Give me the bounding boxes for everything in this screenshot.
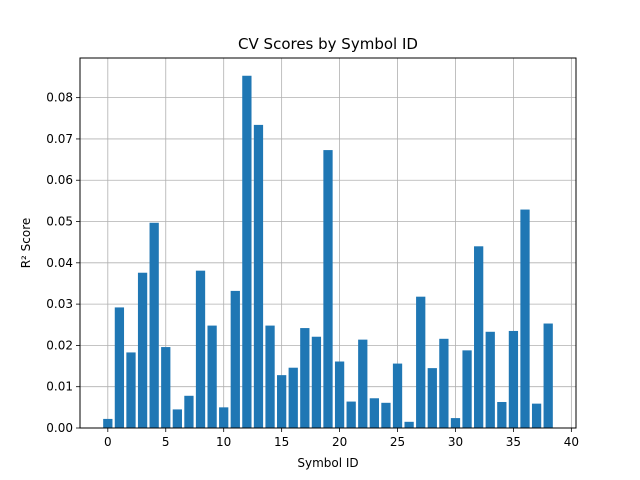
x-axis-label: Symbol ID bbox=[297, 456, 358, 470]
x-axis-ticks: 0 5 10 15 20 25 30 35 40 bbox=[104, 428, 579, 449]
bar-symbol-13 bbox=[253, 124, 264, 428]
bar-symbol-31 bbox=[462, 350, 472, 428]
y-tick-label: 0.02 bbox=[46, 338, 73, 352]
bar-symbol-7 bbox=[184, 395, 194, 428]
bar-symbol-0 bbox=[103, 418, 113, 428]
bar-symbol-8 bbox=[195, 270, 206, 428]
y-axis-label: R² Score bbox=[19, 218, 33, 269]
bar-symbol-30 bbox=[450, 418, 461, 428]
y-tick-label: 0.04 bbox=[46, 256, 73, 270]
bar-symbol-27 bbox=[416, 296, 426, 428]
bar-symbol-17 bbox=[300, 328, 310, 428]
bar-symbol-15 bbox=[277, 375, 287, 428]
bar-symbol-24 bbox=[381, 402, 391, 428]
y-axis-ticks: 0.00 0.01 0.02 0.03 0.04 0.05 0.06 0.07 0.08 bbox=[46, 91, 80, 435]
x-tick-label: 30 bbox=[448, 435, 463, 449]
x-tick-label: 10 bbox=[216, 435, 231, 449]
bar-symbol-32 bbox=[474, 246, 484, 428]
bar-symbol-38 bbox=[543, 323, 553, 428]
bar-symbol-37 bbox=[531, 403, 542, 428]
bar-symbol-23 bbox=[369, 398, 379, 428]
x-tick-label: 25 bbox=[390, 435, 405, 449]
x-tick-label: 0 bbox=[104, 435, 112, 449]
y-tick-label: 0.08 bbox=[46, 91, 73, 105]
bar-symbol-2 bbox=[126, 352, 136, 428]
y-tick-label: 0.01 bbox=[46, 380, 73, 394]
x-tick-label: 5 bbox=[162, 435, 170, 449]
bar-symbol-10 bbox=[219, 407, 229, 428]
bar-symbol-28 bbox=[427, 368, 437, 428]
bar-symbol-6 bbox=[172, 409, 182, 428]
bar-symbol-25 bbox=[392, 363, 403, 428]
bar-symbol-16 bbox=[288, 367, 298, 428]
bar-symbol-4 bbox=[149, 222, 159, 428]
bar-symbol-14 bbox=[265, 325, 275, 428]
bar-symbol-26 bbox=[404, 421, 414, 428]
bar-symbol-19 bbox=[323, 150, 333, 429]
bar-symbol-29 bbox=[439, 338, 449, 428]
x-tick-label: 20 bbox=[332, 435, 347, 449]
x-tick-label: 35 bbox=[506, 435, 521, 449]
bar-symbol-20 bbox=[334, 361, 345, 428]
plot-area-frame bbox=[79, 57, 577, 429]
y-tick-label: 0.07 bbox=[46, 132, 73, 146]
bar-symbol-5 bbox=[161, 347, 171, 428]
bar-symbol-22 bbox=[358, 339, 368, 428]
x-tick-label: 15 bbox=[274, 435, 289, 449]
y-tick-label: 0.03 bbox=[46, 297, 73, 311]
bar-symbol-18 bbox=[311, 336, 322, 428]
y-tick-label: 0.06 bbox=[46, 173, 73, 187]
bar-symbol-1 bbox=[114, 307, 125, 428]
bar-symbol-3 bbox=[137, 272, 148, 428]
bar-symbol-33 bbox=[485, 331, 495, 428]
bar-symbol-9 bbox=[207, 325, 217, 428]
bar-symbol-12 bbox=[242, 75, 252, 428]
bar-symbol-36 bbox=[520, 209, 530, 428]
bar-symbol-11 bbox=[230, 290, 240, 428]
bar-symbol-34 bbox=[497, 401, 507, 428]
chart-title: CV Scores by Symbol ID bbox=[238, 35, 418, 53]
y-tick-label: 0.00 bbox=[46, 421, 73, 435]
y-tick-label: 0.05 bbox=[46, 215, 73, 229]
bar-symbol-21 bbox=[346, 401, 356, 428]
x-tick-label: 40 bbox=[564, 435, 579, 449]
bar-symbol-35 bbox=[508, 330, 519, 428]
bars-group bbox=[103, 75, 553, 429]
